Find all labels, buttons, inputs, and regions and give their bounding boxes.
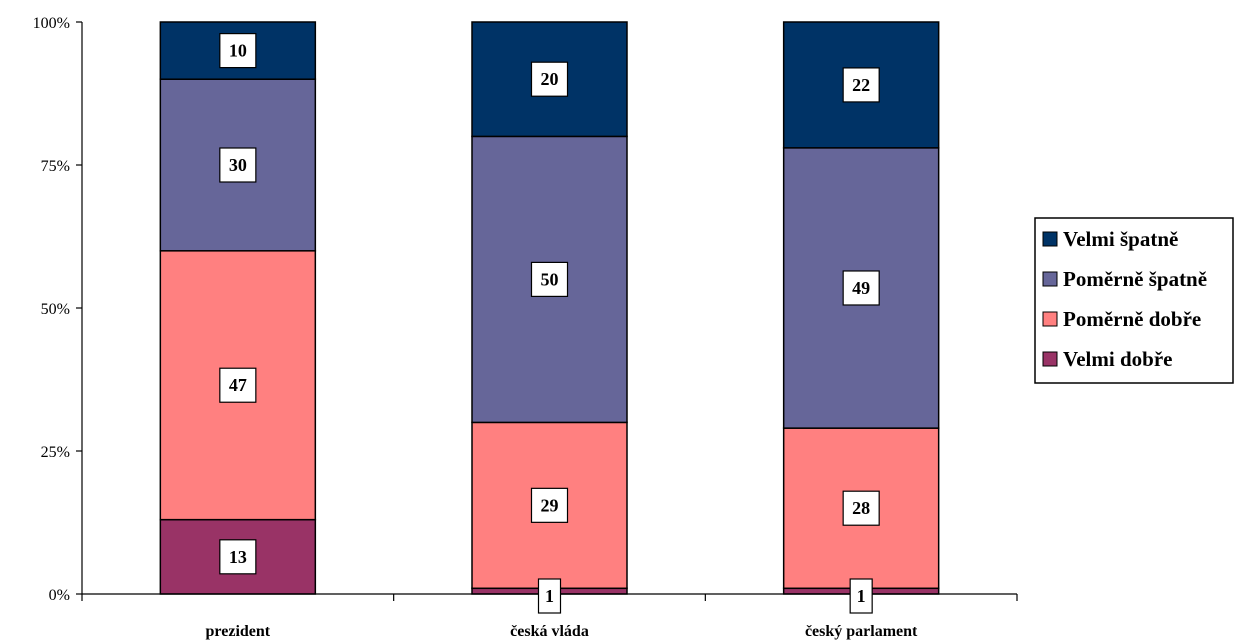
legend-item-velmi-spatne: Velmi špatně — [1042, 227, 1178, 251]
legend-swatch — [1042, 231, 1058, 247]
data-label-cesky-parlament-velmi-spatne: 22 — [842, 67, 880, 103]
legend-label: Poměrně dobře — [1063, 307, 1201, 331]
data-label-box — [849, 578, 873, 614]
y-tick-label: 25% — [41, 444, 70, 461]
data-label-text: 1 — [545, 586, 554, 606]
data-labels-layer: 13 47 30 10 1 29 50 20 1 28 49 22 — [219, 32, 880, 614]
y-tick-label: 75% — [41, 158, 70, 175]
data-label-box — [842, 67, 880, 103]
data-label-text: 20 — [541, 69, 559, 89]
x-tick-label-cesky-parlament: český parlament — [805, 623, 918, 640]
y-tick-label: 0% — [49, 587, 70, 604]
data-label-ceska-vlada-velmi-spatne: 20 — [530, 61, 569, 97]
data-label-ceska-vlada-pomerne-dobre: 29 — [530, 487, 569, 523]
data-label-cesky-parlament-pomerne-dobre: 28 — [842, 490, 880, 526]
data-label-box — [842, 490, 880, 526]
data-label-cesky-parlament-pomerne-spatne: 49 — [842, 270, 880, 306]
legend-item-pomerne-dobre: Poměrně dobře — [1042, 307, 1201, 331]
x-tick-label-prezident: prezident — [206, 623, 271, 640]
data-label-box — [219, 32, 257, 69]
data-label-box — [537, 578, 562, 614]
data-label-text: 10 — [229, 41, 247, 61]
legend-label: Velmi dobře — [1063, 347, 1172, 371]
data-label-text: 49 — [852, 278, 870, 298]
data-label-box — [530, 61, 569, 97]
data-label-text: 22 — [852, 75, 870, 95]
legend-swatch — [1042, 271, 1058, 287]
legend: Velmi špatně Poměrně špatně Poměrně dobře V… — [1034, 217, 1234, 384]
legend-frame — [1034, 217, 1234, 384]
data-label-prezident-pomerne-spatne: 30 — [219, 147, 257, 183]
data-label-text: 30 — [229, 155, 247, 175]
data-label-prezident-pomerne-dobre: 47 — [219, 367, 257, 403]
data-label-ceska-vlada-velmi-dobre: 1 — [537, 578, 562, 614]
legend-swatch — [1042, 351, 1058, 367]
data-label-box — [530, 261, 569, 297]
legend-swatch — [1042, 311, 1058, 327]
legend-label: Velmi špatně — [1063, 227, 1178, 251]
data-label-text: 29 — [541, 495, 559, 515]
data-label-prezident-velmi-spatne: 10 — [219, 32, 257, 69]
legend-label: Poměrně špatně — [1063, 267, 1207, 291]
data-label-box — [219, 147, 257, 183]
data-label-text: 13 — [229, 547, 247, 567]
data-label-text: 1 — [857, 586, 866, 606]
data-label-box — [219, 539, 257, 575]
data-label-prezident-velmi-dobre: 13 — [219, 539, 257, 575]
data-label-text: 28 — [852, 498, 870, 518]
data-label-box — [842, 270, 880, 306]
x-tick-label-ceska-vlada: česká vláda — [510, 623, 589, 640]
data-label-cesky-parlament-velmi-dobre: 1 — [849, 578, 873, 614]
bars-layer — [159, 21, 940, 595]
data-label-box — [219, 367, 257, 403]
legend-item-pomerne-spatne: Poměrně špatně — [1042, 267, 1207, 291]
data-label-text: 50 — [541, 269, 559, 289]
y-tick-label: 50% — [41, 301, 70, 318]
data-label-ceska-vlada-pomerne-spatne: 50 — [530, 261, 569, 297]
data-label-text: 47 — [229, 375, 247, 395]
y-tick-label: 100% — [33, 15, 70, 32]
data-label-box — [530, 487, 569, 523]
legend-item-velmi-dobre: Velmi dobře — [1042, 347, 1172, 371]
